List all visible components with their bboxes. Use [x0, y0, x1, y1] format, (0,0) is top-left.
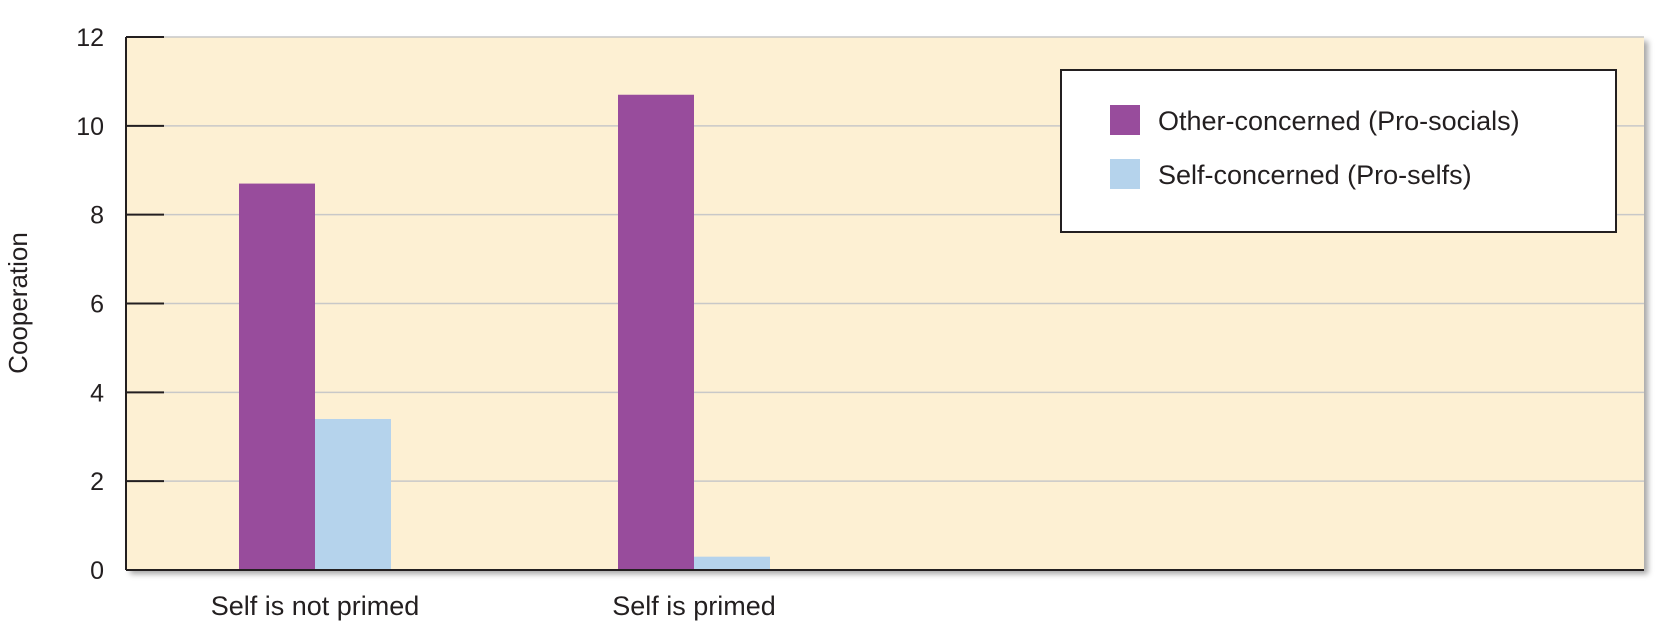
bar-self-concerned-pro-selfs-self-is-primed [694, 556, 770, 570]
x-tick-label-self-is-primed: Self is primed [612, 591, 776, 621]
legend: Other-concerned (Pro-socials) Self-conce… [1060, 69, 1617, 233]
legend-label-other-concerned: Other-concerned (Pro-socials) [1158, 106, 1520, 136]
legend-swatch-self-concerned [1110, 159, 1140, 189]
y-tick-label-0: 0 [90, 557, 104, 585]
legend-label-self-concerned: Self-concerned (Pro-selfs) [1158, 160, 1472, 190]
legend-swatch-other-concerned [1110, 105, 1140, 135]
x-tick-label-self-is-not-primed: Self is not primed [211, 591, 420, 621]
y-tick-label-4: 4 [90, 379, 104, 407]
bar-self-concerned-pro-selfs-self-is-not-primed [315, 418, 391, 570]
bar-other-concerned-pro-socials-self-is-not-primed [239, 183, 315, 570]
bars [239, 94, 770, 570]
legend-box [1060, 69, 1617, 233]
y-axis-title: Cooperation [3, 232, 33, 374]
y-tick-label-2: 2 [90, 468, 104, 496]
y-tick-label-8: 8 [90, 202, 104, 230]
y-axis-ticks: 0 2 4 6 8 10 12 [76, 24, 164, 585]
y-tick-label-12: 12 [76, 24, 104, 52]
y-tick-label-10: 10 [76, 113, 104, 141]
y-tick-label-6: 6 [90, 291, 104, 319]
bar-other-concerned-pro-socials-self-is-primed [618, 94, 694, 570]
x-axis-labels: Self is not primed Self is primed [211, 591, 776, 621]
